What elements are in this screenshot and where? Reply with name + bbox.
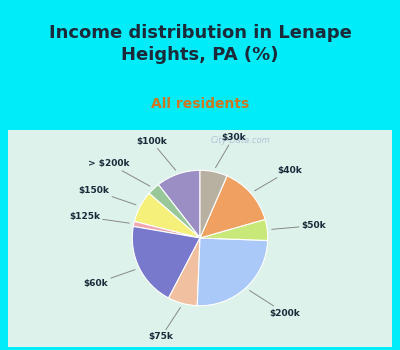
Text: $30k: $30k bbox=[216, 133, 246, 168]
Text: $200k: $200k bbox=[250, 290, 300, 318]
Wedge shape bbox=[133, 222, 200, 238]
Text: $50k: $50k bbox=[272, 221, 326, 230]
Wedge shape bbox=[158, 170, 200, 238]
Wedge shape bbox=[200, 176, 265, 238]
Text: Income distribution in Lenape
Heights, PA (%): Income distribution in Lenape Heights, P… bbox=[48, 24, 352, 64]
Text: All residents: All residents bbox=[151, 97, 249, 111]
Text: $150k: $150k bbox=[78, 186, 136, 205]
Wedge shape bbox=[197, 238, 268, 306]
Wedge shape bbox=[200, 219, 268, 240]
Text: $75k: $75k bbox=[149, 307, 180, 342]
Text: $40k: $40k bbox=[255, 166, 302, 191]
FancyBboxPatch shape bbox=[4, 127, 396, 349]
Text: > $200k: > $200k bbox=[88, 159, 150, 186]
Text: City-Data.com: City-Data.com bbox=[211, 136, 271, 145]
Text: $60k: $60k bbox=[84, 270, 135, 288]
Text: $100k: $100k bbox=[136, 136, 176, 170]
Wedge shape bbox=[132, 226, 200, 298]
Text: $125k: $125k bbox=[69, 212, 129, 223]
Wedge shape bbox=[200, 170, 227, 238]
Wedge shape bbox=[169, 238, 200, 306]
Wedge shape bbox=[134, 193, 200, 238]
Wedge shape bbox=[149, 184, 200, 238]
